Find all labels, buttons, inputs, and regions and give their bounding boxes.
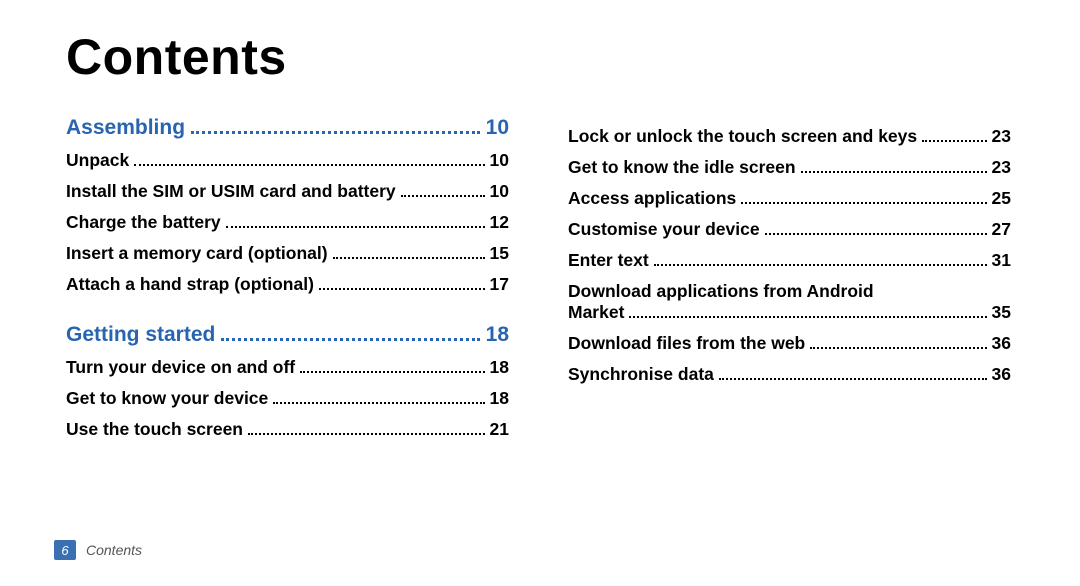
entry-label: Get to know the idle screen <box>568 157 796 178</box>
entry-page: 18 <box>490 388 509 409</box>
entry-label-line2: Market <box>568 302 624 323</box>
entry-page: 25 <box>992 188 1011 209</box>
toc-columns: Assembling 10 Unpack 10 Install the SIM … <box>66 116 1022 450</box>
leader-dots <box>319 288 485 290</box>
leader-dots <box>810 347 986 349</box>
toc-entry[interactable]: Attach a hand strap (optional) 17 <box>66 274 509 295</box>
leader-dots <box>134 164 484 166</box>
entry-label: Access applications <box>568 188 736 209</box>
entry-page: 15 <box>490 243 509 264</box>
entry-page: 21 <box>490 419 509 440</box>
section-page: 18 <box>486 323 509 347</box>
leader-dots <box>654 264 987 266</box>
entry-label: Lock or unlock the touch screen and keys <box>568 126 917 147</box>
entry-label: Get to know your device <box>66 388 268 409</box>
leader-dots <box>765 233 987 235</box>
section-getting-started[interactable]: Getting started 18 <box>66 323 509 347</box>
page-title: Contents <box>66 28 1022 86</box>
toc-entry[interactable]: Synchronise data 36 <box>568 364 1011 385</box>
entry-label: Enter text <box>568 250 649 271</box>
toc-entry[interactable]: Access applications 25 <box>568 188 1011 209</box>
leader-dots <box>629 316 986 318</box>
section-assembling[interactable]: Assembling 10 <box>66 116 509 140</box>
entry-page: 36 <box>992 333 1011 354</box>
toc-entry[interactable]: Charge the battery 12 <box>66 212 509 233</box>
leader-dots <box>226 226 485 228</box>
toc-entry[interactable]: Lock or unlock the touch screen and keys… <box>568 126 1011 147</box>
leader-dots <box>300 371 484 373</box>
toc-entry[interactable]: Download applications from Android Marke… <box>568 281 1011 323</box>
column-right: Lock or unlock the touch screen and keys… <box>568 116 1022 450</box>
leader-dots <box>922 140 986 142</box>
leader-dots <box>191 131 480 134</box>
column-left: Assembling 10 Unpack 10 Install the SIM … <box>66 116 520 450</box>
toc-entry[interactable]: Turn your device on and off 18 <box>66 357 509 378</box>
entry-page: 31 <box>992 250 1011 271</box>
leader-dots <box>221 338 479 341</box>
section-page: 10 <box>486 116 509 140</box>
entry-page: 17 <box>490 274 509 295</box>
toc-entry[interactable]: Enter text 31 <box>568 250 1011 271</box>
entry-label-line1: Download applications from Android <box>568 281 1011 302</box>
entry-label: Install the SIM or USIM card and battery <box>66 181 396 202</box>
entry-label: Insert a memory card (optional) <box>66 243 328 264</box>
leader-dots <box>248 433 485 435</box>
toc-entry[interactable]: Insert a memory card (optional) 15 <box>66 243 509 264</box>
entry-label: Unpack <box>66 150 129 171</box>
section-title: Assembling <box>66 116 185 140</box>
page-footer: 6 Contents <box>54 540 142 560</box>
entry-page: 18 <box>490 357 509 378</box>
toc-entry[interactable]: Get to know the idle screen 23 <box>568 157 1011 178</box>
entry-label: Use the touch screen <box>66 419 243 440</box>
entry-label: Charge the battery <box>66 212 221 233</box>
entry-page: 35 <box>992 302 1011 323</box>
leader-dots <box>333 257 485 259</box>
entry-page: 12 <box>490 212 509 233</box>
toc-entry[interactable]: Unpack 10 <box>66 150 509 171</box>
entry-page: 23 <box>992 126 1011 147</box>
leader-dots <box>401 195 485 197</box>
toc-entry[interactable]: Get to know your device 18 <box>66 388 509 409</box>
entry-label: Attach a hand strap (optional) <box>66 274 314 295</box>
entry-label: Turn your device on and off <box>66 357 295 378</box>
leader-dots <box>801 171 987 173</box>
entry-page: 36 <box>992 364 1011 385</box>
toc-entry[interactable]: Install the SIM or USIM card and battery… <box>66 181 509 202</box>
section-title: Getting started <box>66 323 215 347</box>
entry-page: 10 <box>490 181 509 202</box>
toc-entry[interactable]: Use the touch screen 21 <box>66 419 509 440</box>
toc-entry[interactable]: Customise your device 27 <box>568 219 1011 240</box>
entry-label: Synchronise data <box>568 364 714 385</box>
footer-section-label: Contents <box>86 542 142 558</box>
leader-dots <box>741 202 986 204</box>
entry-page: 10 <box>490 150 509 171</box>
entry-page: 27 <box>992 219 1011 240</box>
entry-label: Download files from the web <box>568 333 805 354</box>
entry-label: Customise your device <box>568 219 760 240</box>
toc-entry[interactable]: Download files from the web 36 <box>568 333 1011 354</box>
leader-dots <box>719 378 987 380</box>
page-number-badge: 6 <box>54 540 76 560</box>
leader-dots <box>273 402 484 404</box>
entry-page: 23 <box>992 157 1011 178</box>
